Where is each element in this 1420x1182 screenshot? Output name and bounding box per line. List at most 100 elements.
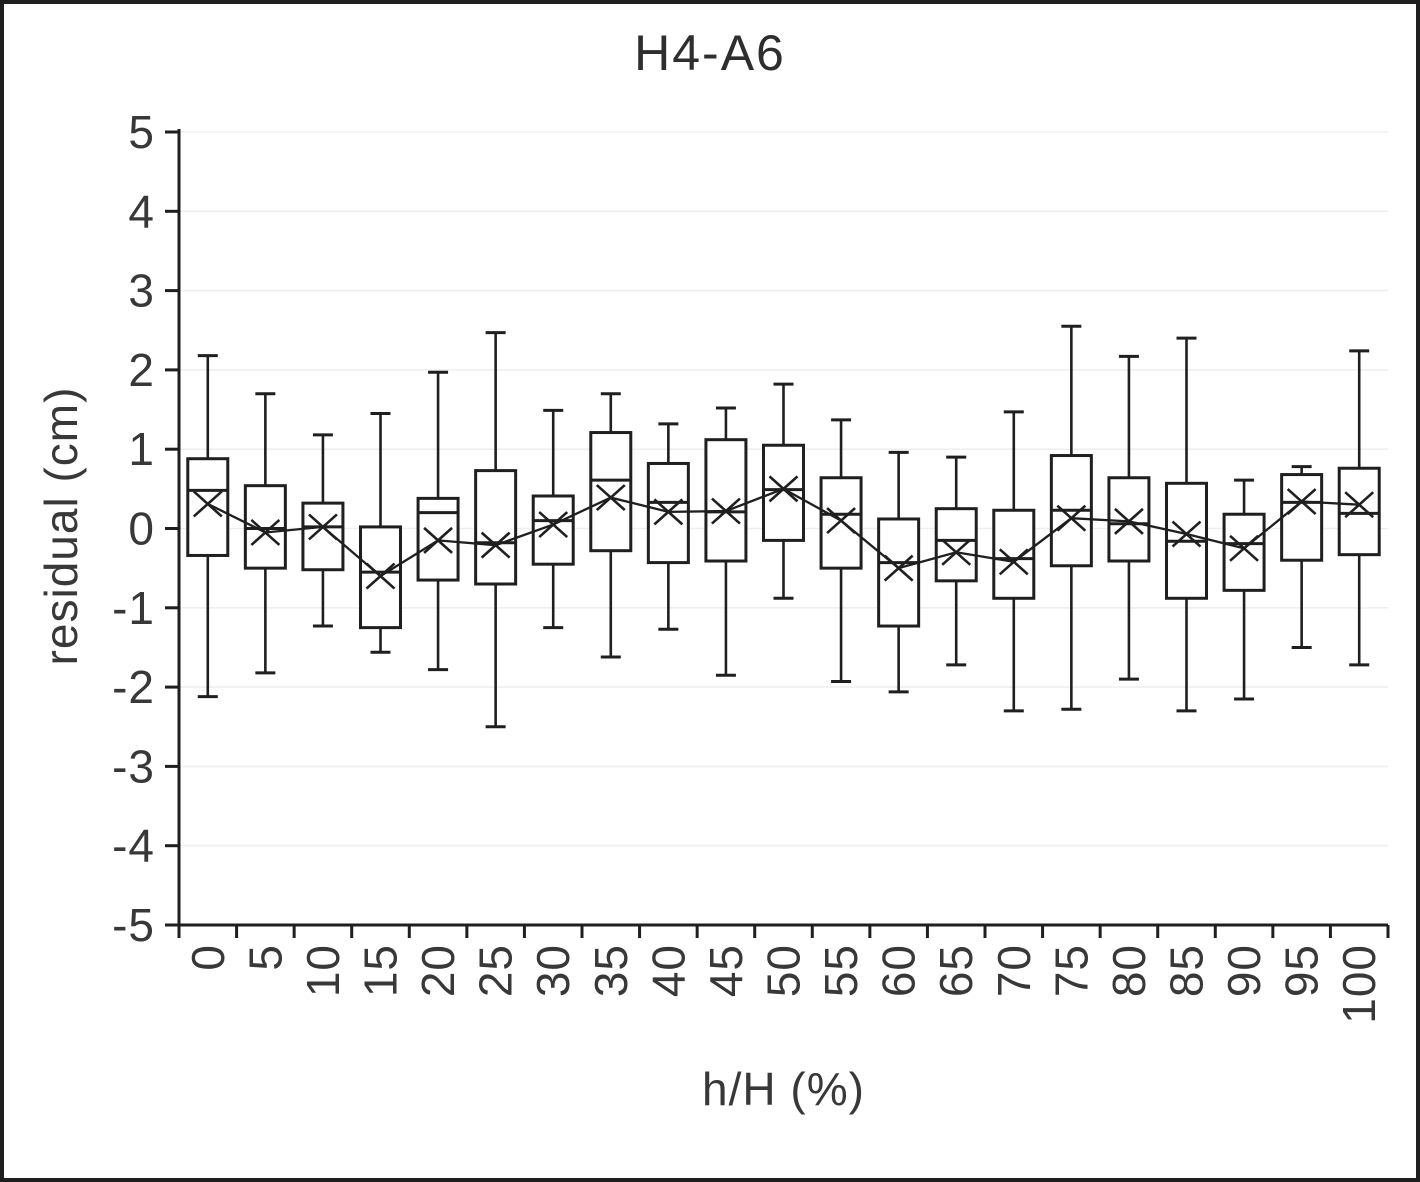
boxplot-100 <box>1337 349 1381 667</box>
x-tick-label: 10 <box>297 944 349 997</box>
x-tick-label: 100 <box>1333 944 1385 1024</box>
mean-x-marker <box>653 498 684 526</box>
boxplot-80 <box>1107 354 1151 681</box>
mean-x-stroke <box>711 497 741 525</box>
mean-x-stroke <box>1229 534 1259 562</box>
mean-x-marker <box>595 484 626 512</box>
mean-x-stroke <box>1344 491 1375 519</box>
y-tick-label: -1 <box>112 582 155 634</box>
iqr-box <box>762 443 805 542</box>
y-tick-label: 2 <box>128 344 155 396</box>
x-axis-title: h/H (%) <box>702 1063 865 1115</box>
mean-x-marker <box>998 548 1029 576</box>
y-tick-label: -4 <box>112 820 155 872</box>
boxplot-85 <box>1165 336 1208 713</box>
iqr-box <box>1280 473 1324 562</box>
mean-x-stroke <box>1056 504 1087 532</box>
x-tick-label: 5 <box>239 944 291 971</box>
boxplot-15 <box>359 412 402 654</box>
x-tick-label: 75 <box>1045 944 1097 997</box>
iqr-box <box>301 501 345 572</box>
x-tick-label: 95 <box>1276 944 1328 997</box>
boxplot-0 <box>186 354 230 699</box>
x-tick-label: 65 <box>930 944 982 997</box>
mean-x-stroke <box>998 548 1029 576</box>
y-tick-label: 4 <box>128 185 155 237</box>
x-tick-label: 50 <box>758 944 810 997</box>
iqr-box <box>992 508 1036 600</box>
mean-x-stroke <box>365 562 396 590</box>
x-tick-label: 85 <box>1161 944 1213 997</box>
mean-x-stroke <box>538 511 569 539</box>
iqr-box <box>243 484 287 570</box>
mean-x-stroke <box>883 554 914 582</box>
mean-x-stroke <box>192 490 223 518</box>
mean-x-marker <box>1114 507 1144 535</box>
chart-title: H4-A6 <box>634 25 786 81</box>
mean-x-marker <box>192 490 223 518</box>
mean-x-stroke <box>1171 520 1202 548</box>
mean-x-stroke <box>653 498 684 526</box>
mean-x-marker <box>1229 534 1259 562</box>
mean-x-stroke <box>480 531 511 559</box>
x-tick-label: 35 <box>585 944 637 997</box>
x-tick-label: 60 <box>873 944 925 997</box>
iqr-box <box>934 507 978 583</box>
iqr-box <box>359 525 402 630</box>
mean-x-stroke <box>1286 488 1317 516</box>
boxplot-65 <box>934 455 978 667</box>
mean-x-stroke <box>423 526 453 554</box>
y-tick-label: 3 <box>128 265 155 317</box>
mean-x-stroke <box>941 538 972 566</box>
mean-x-stroke <box>595 484 626 512</box>
iqr-box <box>1222 512 1266 592</box>
boxplot-20 <box>416 370 460 672</box>
boxplot-60 <box>877 450 921 694</box>
mean-x-marker <box>883 554 914 582</box>
x-tick-label: 15 <box>355 944 407 997</box>
boxplot-45 <box>704 406 748 677</box>
mean-x-marker <box>1056 504 1087 532</box>
x-tick-label: 45 <box>700 944 752 997</box>
x-tick-label: 30 <box>527 944 579 997</box>
mean-x-marker <box>480 531 511 559</box>
y-tick-label: 0 <box>128 503 155 555</box>
mean-x-stroke <box>1114 507 1144 535</box>
boxplot-95 <box>1280 465 1324 649</box>
iqr-box <box>704 438 748 563</box>
mean-x-marker <box>826 507 856 535</box>
iqr-box <box>186 457 230 557</box>
mean-x-marker <box>1171 520 1202 548</box>
mean-x-marker <box>308 513 338 541</box>
boxplot-40 <box>646 422 690 631</box>
mean-x-marker <box>941 538 972 566</box>
iqr-box <box>1337 466 1381 557</box>
mean-x-stroke <box>250 518 281 546</box>
boxplot-10 <box>301 433 345 628</box>
y-tick-label: 1 <box>128 423 155 475</box>
mean-x-marker <box>423 526 453 554</box>
iqr-box <box>474 469 518 586</box>
x-tick-label: 90 <box>1218 944 1270 997</box>
iqr-box <box>531 494 575 566</box>
y-tick-label: -5 <box>112 899 155 951</box>
boxplot-90 <box>1222 478 1266 701</box>
x-tick-label: 55 <box>815 944 867 997</box>
mean-x-marker <box>365 562 396 590</box>
mean-x-marker <box>768 475 799 503</box>
y-axis-title: residual (cm) <box>35 386 87 666</box>
x-tick-label: 70 <box>988 944 1040 997</box>
mean-x-stroke <box>826 507 856 535</box>
boxplot-25 <box>474 331 518 729</box>
iqr-box <box>877 517 921 628</box>
mean-x-marker <box>711 497 741 525</box>
x-tick-label: 20 <box>412 944 464 997</box>
mean-x-marker <box>250 518 281 546</box>
mean-x-stroke <box>308 513 338 541</box>
y-tick-label: 5 <box>128 106 155 158</box>
y-tick-label: -2 <box>112 661 155 713</box>
iqr-box <box>589 431 633 553</box>
mean-x-stroke <box>768 475 799 503</box>
